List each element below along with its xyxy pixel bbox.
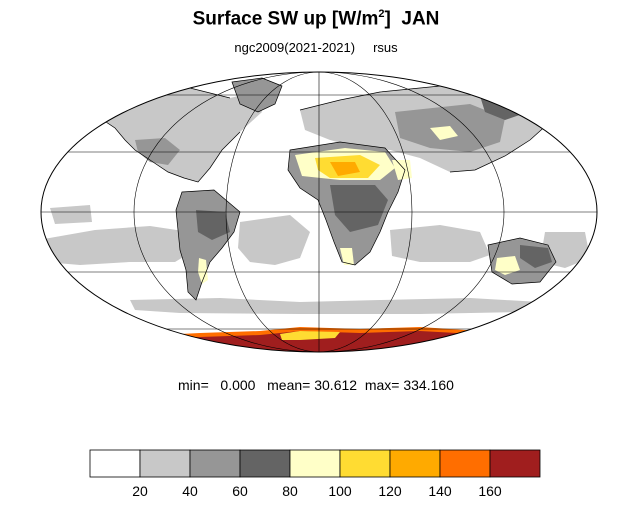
- subtitle-run: ngc2009(2021-2021): [234, 40, 356, 55]
- stat-min-value: 0.000: [220, 377, 256, 393]
- field-indian-ocean-gray: [390, 225, 490, 262]
- field-south-america-dark: [196, 210, 230, 240]
- colorbar-tick-label: 20: [132, 483, 148, 499]
- title-superscript: 2: [378, 8, 385, 20]
- map-title: Surface SW up [W/m2] JAN: [0, 8, 632, 30]
- colorbar-tick-label: 120: [378, 483, 402, 499]
- colorbar-tick-label: 40: [182, 483, 198, 499]
- coast-africa: [287, 141, 406, 266]
- field-australia-dark: [520, 245, 552, 268]
- world-map: [40, 71, 598, 353]
- field-south-atlantic-gray: [238, 215, 310, 265]
- field-southern-ocean-gray: [130, 298, 540, 314]
- field-africa-dark: [330, 185, 388, 232]
- field-north-america-dark: [135, 138, 180, 165]
- field-australia-yellow: [495, 256, 520, 275]
- colorbar-tick-label: 100: [328, 483, 352, 499]
- colorbar-tick-label: 60: [232, 483, 248, 499]
- colorbar-box: [339, 449, 391, 478]
- stat-min-label: min=: [178, 377, 209, 393]
- colorbar-box: [489, 449, 541, 478]
- colorbar-box: [89, 449, 141, 478]
- data-fields: [41, 78, 597, 352]
- colorbar-tick-label: 160: [478, 483, 502, 499]
- field-arabia-yellow: [392, 160, 412, 180]
- colorbar-box: [389, 449, 441, 478]
- field-patagonia-yellow: [198, 258, 208, 284]
- stat-mean-value: 30.612: [314, 377, 358, 393]
- coast-australia: [487, 237, 557, 285]
- field-south-pacific-gray: [41, 226, 195, 265]
- title-month: JAN: [401, 8, 440, 30]
- field-antarctica-coast-orange: [140, 327, 480, 339]
- subtitle-variable: rsus: [373, 40, 398, 55]
- map-statistics: min= 0.000 mean= 30.612 max= 334.160: [0, 377, 632, 393]
- colorbar-box: [189, 449, 241, 478]
- globe-outline: [40, 71, 598, 353]
- field-antarctica-coast-yellow: [280, 331, 340, 340]
- field-north-america-gray: [92, 88, 262, 182]
- field-namib-yellow: [340, 248, 354, 265]
- meridian-120: [133, 72, 505, 352]
- coast-greenland: [231, 77, 283, 113]
- stat-max-label: max=: [364, 377, 400, 393]
- colorbar-box: [289, 449, 341, 478]
- colorbar-tick-label: 140: [428, 483, 452, 499]
- coast-south-america: [175, 189, 241, 301]
- map-subtitle: ngc2009(2021-2021) rsus: [0, 40, 632, 55]
- title-text: Surface SW up [W/m: [192, 8, 379, 30]
- stat-max-value: 334.160: [403, 377, 454, 393]
- stat-mean-label: mean=: [267, 377, 311, 393]
- title-close: ]: [384, 8, 391, 30]
- colorbar-box: [239, 449, 291, 478]
- colorbar-tick-label: 80: [282, 483, 298, 499]
- field-tibet-yellow: [430, 126, 458, 140]
- meridian-60: [225, 72, 413, 352]
- colorbar-box: [139, 449, 191, 478]
- colorbar-box: [439, 449, 491, 478]
- field-pacific-east-gray: [50, 205, 92, 224]
- field-sahara-orange: [330, 162, 360, 176]
